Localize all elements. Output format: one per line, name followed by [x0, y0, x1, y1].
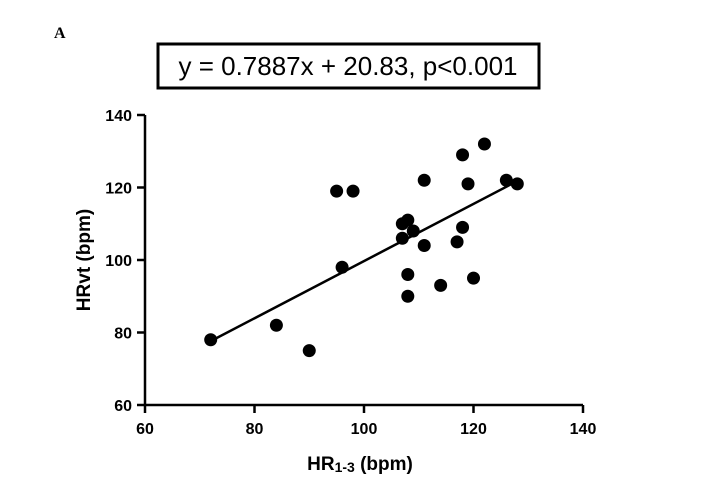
x-axis-label: HR1-3 (bpm): [307, 454, 413, 475]
data-point: [467, 271, 480, 285]
y-tick-label: 120: [105, 181, 132, 198]
data-point: [456, 148, 470, 162]
regression-group: [210, 179, 518, 343]
panel-label: A: [54, 25, 66, 42]
y-tick-label: 100: [105, 253, 132, 270]
y-ticks: 60 80 100 120 140: [105, 108, 145, 415]
data-point: [417, 239, 431, 252]
x-tick-label: 100: [351, 421, 378, 438]
x-tick-label: 120: [460, 421, 487, 438]
data-point: [417, 173, 431, 187]
data-point: [346, 184, 360, 198]
data-point: [406, 224, 420, 238]
data-point: [434, 278, 448, 292]
data-points: [204, 137, 524, 358]
data-point: [335, 260, 349, 274]
x-tick-label: 140: [570, 421, 597, 438]
x-ticks: 60 80 100 120 140: [136, 405, 596, 438]
x-axis-label-sub: 1-3: [335, 459, 355, 475]
data-point: [456, 220, 470, 234]
data-point: [204, 333, 218, 347]
data-point: [401, 268, 415, 281]
equation-box: [156, 42, 541, 90]
data-point: [269, 318, 283, 332]
data-point: [477, 137, 491, 151]
data-point: [510, 177, 524, 191]
chart-title: y = 0.7887x + 20.83, p<0.001: [178, 51, 517, 81]
x-tick-label: 80: [246, 421, 264, 438]
x-tick-label: 60: [136, 421, 154, 438]
data-point: [499, 173, 513, 187]
x-axis-label-main: HR: [307, 454, 335, 475]
data-point: [302, 344, 316, 358]
y-tick-label: 80: [114, 326, 132, 343]
data-point: [461, 177, 475, 191]
data-point: [395, 231, 409, 245]
data-point: [330, 184, 344, 198]
data-point: [450, 235, 464, 249]
y-tick-label: 140: [105, 108, 132, 125]
regression-line: [210, 179, 518, 343]
data-point: [401, 213, 415, 227]
y-axis-label: HRvt (bpm): [74, 209, 95, 311]
y-tick-label: 60: [114, 398, 132, 415]
x-axis-label-unit: (bpm): [355, 454, 413, 475]
data-point: [401, 289, 415, 303]
